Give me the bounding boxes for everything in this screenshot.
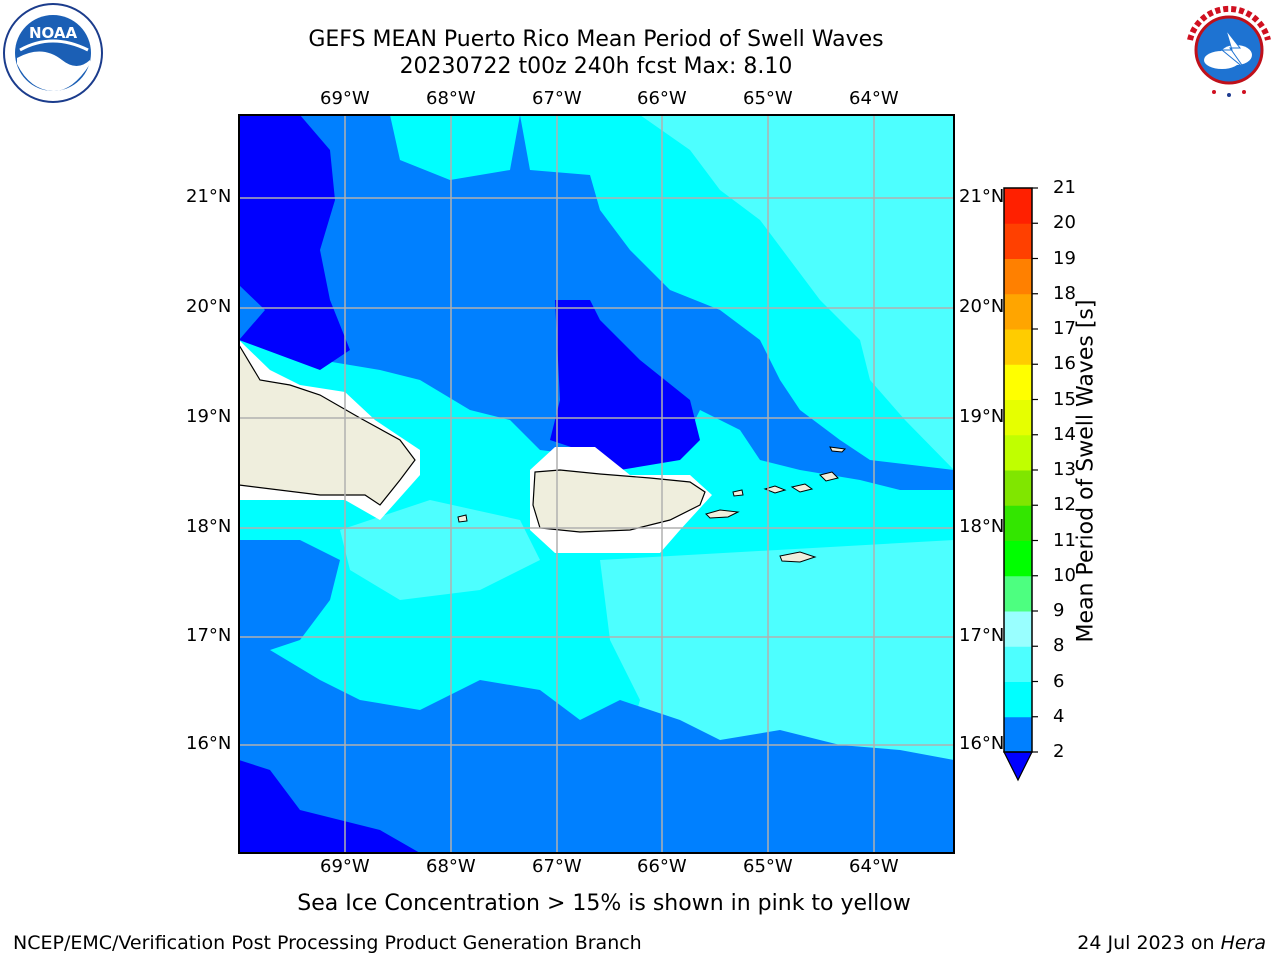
colorbar-band (1004, 540, 1032, 577)
colorbar-band (1004, 646, 1032, 682)
colorbar-tick-label: 9 (1053, 600, 1065, 621)
lon-label-bottom: 66°W (637, 856, 687, 877)
footer-date: 24 Jul 2023 on (1077, 932, 1221, 954)
colorbar-band (1004, 434, 1032, 471)
colorbar-band (1004, 223, 1032, 259)
virgin-islands (457, 446, 847, 523)
colorbar-tick-label: 18 (1053, 282, 1076, 304)
colorbar-band (1004, 575, 1032, 612)
colorbar-tick-label: 14 (1053, 423, 1076, 445)
colorbar-tick-label: 2 (1053, 741, 1065, 762)
chart-title: GEFS MEAN Puerto Rico Mean Period of Swe… (308, 27, 884, 52)
colorbar-band (1004, 399, 1032, 436)
lon-label-top: 66°W (637, 88, 687, 109)
colorbar-underflow-arrow (1003, 751, 1033, 782)
lon-label-bottom: 68°W (426, 856, 476, 877)
lon-label-top: 65°W (743, 88, 793, 109)
lat-label-right: 21°N (959, 186, 1005, 207)
lon-label-bottom: 65°W (743, 856, 793, 877)
colorbar-band (1004, 293, 1032, 330)
contour-4-6-north (239, 115, 954, 490)
lon-label-bottom: 69°W (320, 856, 370, 877)
nws-logo (1178, 0, 1280, 100)
lon-label-top: 69°W (320, 88, 370, 109)
lat-label-right: 17°N (959, 625, 1005, 646)
footer-left: NCEP/EMC/Verification Post Processing Pr… (13, 932, 642, 954)
colorbar-tick-label: 13 (1053, 459, 1076, 480)
colorbar-tick-label: 15 (1053, 388, 1076, 410)
svg-text:NOAA: NOAA (29, 24, 78, 42)
lat-label-left: 20°N (186, 296, 232, 317)
swell-period-field (239, 115, 954, 853)
colorbar-tick-label: 16 (1053, 353, 1076, 375)
colorbar-title: Mean Period of Swell Waves [s] (1073, 299, 1099, 643)
colorbar-band (1004, 716, 1032, 753)
lon-label-top: 67°W (532, 88, 582, 109)
colorbar-tick-label: 11 (1053, 529, 1076, 551)
colorbar-tick-label: 10 (1053, 564, 1076, 586)
contour-2-4-northwest (239, 115, 350, 370)
map-frame (238, 114, 955, 854)
colorbar-tick-label: 4 (1053, 705, 1065, 727)
colorbar-graphic (1003, 187, 1038, 782)
contour-2-4-southwest (239, 760, 420, 853)
contour-8-9-northeast (640, 115, 954, 470)
lon-label-top: 68°W (426, 88, 476, 109)
colorbar-tick-label: 12 (1053, 494, 1076, 516)
colorbar-tick-label: 19 (1053, 247, 1076, 269)
colorbar-band (1004, 258, 1032, 295)
colorbar-band (1004, 611, 1032, 647)
lat-label-left: 18°N (186, 516, 232, 537)
colorbar-tick-label: 8 (1053, 635, 1065, 657)
lat-label-right: 18°N (959, 516, 1005, 537)
lat-label-right: 16°N (959, 733, 1005, 754)
colorbar-band (1004, 329, 1032, 365)
lat-label-left: 16°N (186, 733, 232, 754)
lat-label-left: 19°N (186, 406, 232, 427)
colorbar-band (1004, 470, 1032, 506)
lat-label-left: 17°N (186, 625, 232, 646)
lat-label-left: 21°N (186, 186, 232, 207)
colorbar-tick-label: 20 (1053, 212, 1076, 234)
chart-subtitle: 20230722 t00z 240h fcst Max: 8.10 (399, 54, 793, 79)
vieques-island (705, 509, 740, 519)
footer-host: Hera (1220, 932, 1266, 954)
colorbar-band (1004, 188, 1032, 224)
colorbar-tick-label: 17 (1053, 318, 1076, 339)
footer-right: 24 Jul 2023 on Hera (1077, 932, 1266, 954)
colorbar-band (1004, 681, 1032, 718)
sea-ice-note-wrap: Sea Ice Concentration > 15% is shown in … (0, 891, 1280, 916)
sea-ice-note: Sea Ice Concentration > 15% is shown in … (297, 891, 911, 916)
noaa-logo: NOAA (2, 2, 104, 104)
hispaniola-land (239, 343, 416, 506)
colorbar-band (1004, 505, 1032, 541)
colorbar-band (1004, 364, 1032, 400)
contour-8-9-mona (340, 500, 540, 600)
lat-label-right: 20°N (959, 296, 1005, 317)
lon-label-bottom: 64°W (849, 856, 899, 877)
colorbar-tick-label: 6 (1053, 670, 1065, 692)
lat-label-right: 19°N (959, 406, 1005, 427)
colorbar-tick-label: 21 (1053, 177, 1076, 198)
graticule (239, 115, 954, 853)
lon-label-top: 64°W (849, 88, 899, 109)
lon-label-bottom: 67°W (532, 856, 582, 877)
st-croix-island (779, 551, 817, 563)
contour-4-6-southwest (239, 690, 590, 853)
